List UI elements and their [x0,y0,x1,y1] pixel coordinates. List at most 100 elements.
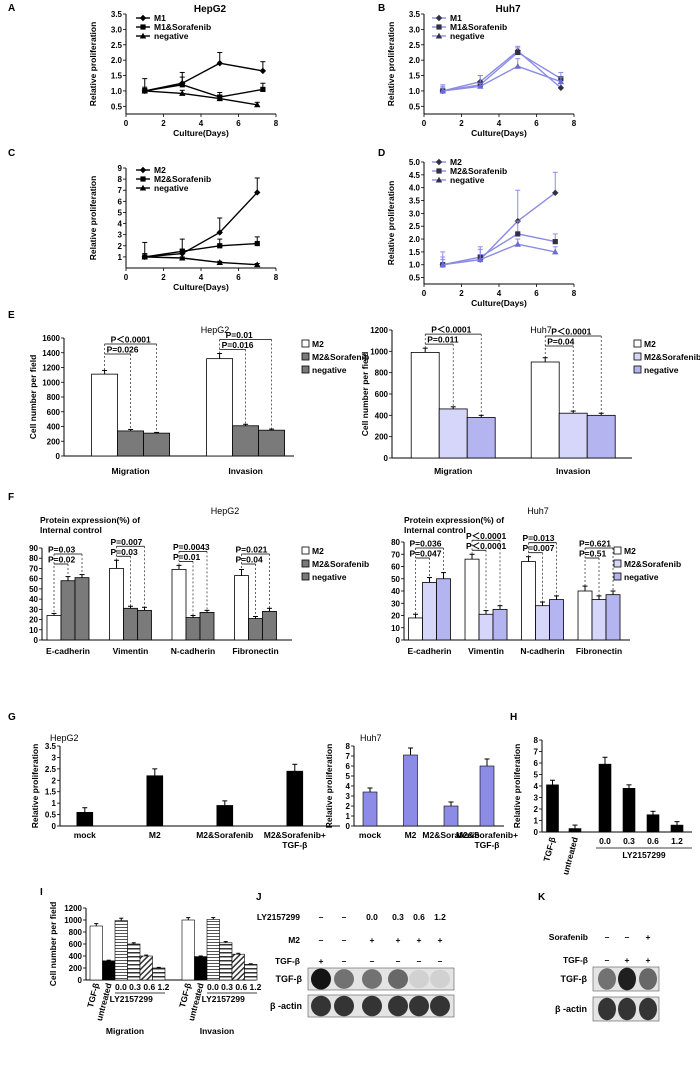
legend-marker [139,32,147,39]
bar [443,805,459,827]
title-b: Huh7 [496,4,521,15]
bar-E1-y-tick-label: 0 [56,452,61,461]
title-g1: HepG2 [50,733,79,743]
p-value-label: P=0.03 [111,547,138,557]
blot-condition-value: + [646,932,651,942]
blot-band-label: TGF-β [276,974,303,984]
x-tick-label: 6 [236,273,241,282]
blot-band [388,969,408,989]
blot-condition-value: – [605,955,610,965]
x-tick-label: 8 [274,273,279,282]
y-axis-label: Cell number per field [360,352,370,437]
x-category-label: TGF-β [541,836,557,863]
legend-marker [435,32,443,39]
blot-band [334,969,354,989]
series-line [442,50,562,92]
line-C-y-tick-label: 2 [118,242,123,251]
p-value-label: P=0.007 [111,537,143,547]
p-value-label: P=0.03 [48,545,75,555]
panel-label-g: G [8,712,16,723]
legend-marker [140,176,146,182]
legend-swatch [301,546,310,555]
title-g2: Huh7 [360,733,382,743]
p-value-label: P＜0.0001 [466,531,506,541]
bar-G2-y-tick-label: 8 [346,742,351,751]
x-category-label: E-cadherin [408,646,452,656]
bar [410,351,440,459]
blot-band [598,997,616,1021]
line-chart-c: 1 2 3 4 5 6 7 8 9 0 2 4 6 8 Culture(Days) Relative prol… [88,164,279,292]
x-category-label: N-cadherin [520,646,564,656]
x-tick-label: 8 [572,119,577,128]
legend-marker [140,24,146,30]
legend-swatch [633,352,642,361]
series-line [144,242,258,258]
data-point [552,239,558,245]
x-category-label: 0.3 [623,836,635,846]
x-category-label: untreated [560,836,580,876]
bar [546,784,559,833]
x-category-label: N-cadherin [171,646,215,656]
bar [91,373,118,457]
line-C-y-tick-label: 1 [118,253,123,262]
legend-label: M2&Sorafenib [312,352,369,362]
bar-E1-y-tick-label: 800 [47,393,61,402]
bar [60,580,76,641]
legend-label: M2&Sorafenib [312,559,369,569]
blot-band [430,969,450,989]
y-axis-label: Cell number per field [28,355,38,440]
blot-band [362,969,382,989]
bar-G1-y-tick-label: 2.5 [45,765,57,774]
p-value-label: P＜0.0001 [551,327,591,337]
p-value-label: P＜0.0001 [466,541,506,551]
legend-label: M1&Sorafenib [450,22,507,32]
bar [244,964,258,981]
legend-label: negative [312,572,347,582]
x-category-label: M2&Sorafenib [422,830,479,840]
p-value-label: P=0.621 [579,539,611,549]
blot-band [639,968,657,990]
bar [114,920,128,981]
series-line [144,62,263,92]
x-tick-label: 0 [422,119,427,128]
x-category-label: M2 [405,830,417,840]
x-tick-label: 2 [161,273,166,282]
data-point [259,67,267,75]
legend-marker [436,168,442,174]
x-tick-label: 8 [572,289,577,298]
panel-label-e: E [8,310,15,321]
blot-condition-value: – [417,956,422,966]
bar-H-y-tick-label: 2 [534,805,539,814]
bar-G1-y-tick-label: 0 [52,822,57,831]
bar [646,814,660,833]
blot-condition-value: – [605,932,610,942]
y-axis-label: Relative proliferation [386,181,396,266]
x-category-label: Migration [434,466,472,476]
bar-E2-y-tick-label: 800 [375,369,389,378]
data-point [216,259,223,265]
blot-condition-label: LY2157299 [257,912,300,922]
legend-label: negative [154,31,189,41]
line-C-y-tick-label: 6 [118,197,123,206]
bar [76,811,94,827]
x-category-label: M2&Sorafenib+ [456,830,518,840]
blot-condition-value: – [625,932,630,942]
x-axis-label: Culture(Days) [471,298,527,308]
legend-label: M2 [154,165,166,175]
x-category-label: Invasion [556,466,590,476]
bar-F2-y-tick-label: 80 [391,538,400,547]
series-line [144,90,258,106]
x-category-label: TGF-β [282,840,307,850]
panel-label-c: C [8,148,15,159]
bar-E1-y-tick-label: 1400 [42,349,60,358]
blot-band [409,969,429,989]
blot-band [618,967,636,991]
x-category-label: Vimentin [468,646,504,656]
bar-G1-y-tick-label: 3.5 [45,742,57,751]
blot-condition-label: Sorafenib [549,932,588,942]
line-A-y-tick-label: 2.5 [111,41,123,50]
panel-label-i: I [40,887,43,898]
line-B-y-tick-label: 1.5 [409,72,421,81]
legend-marker [436,24,442,30]
bar-chart-g1: 0 0.5 1 1.5 2 2.5 3 3.5 Relative proliferation mo… [30,742,340,850]
